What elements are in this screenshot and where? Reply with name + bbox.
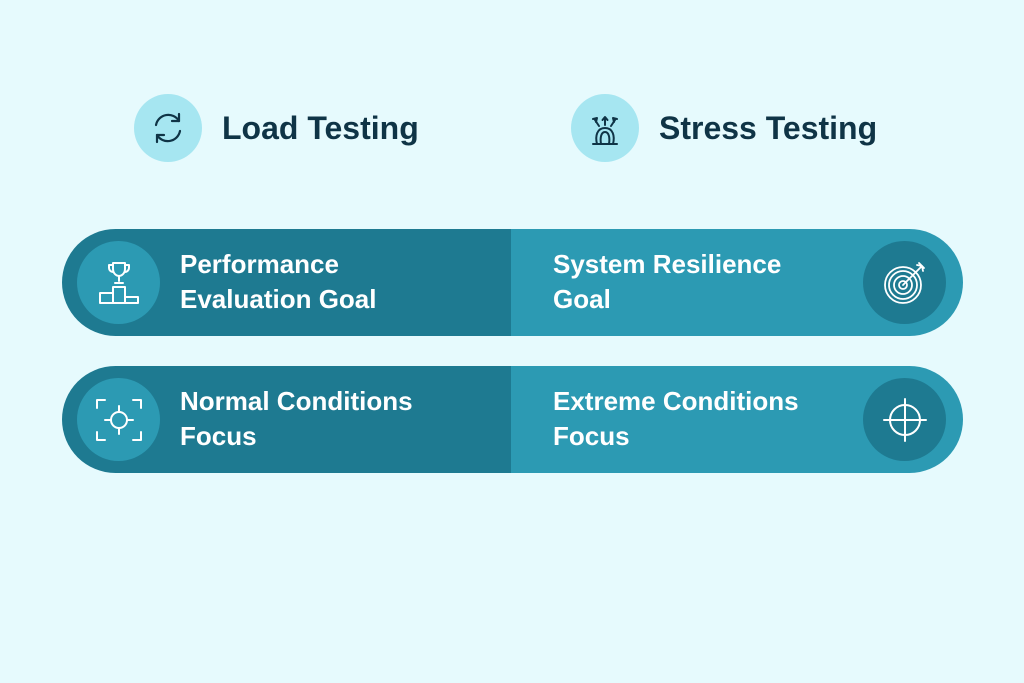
load-testing-title: Load Testing bbox=[222, 109, 419, 146]
stress-testing-header: Stress Testing bbox=[571, 94, 877, 162]
stress-goal-line1: System Resilience bbox=[553, 249, 782, 279]
stress-focus-panel: Extreme Conditions Focus bbox=[511, 366, 963, 473]
load-goal-line2: Evaluation Goal bbox=[180, 284, 377, 314]
load-focus-panel: Normal Conditions Focus bbox=[62, 366, 511, 473]
stress-goal-line2: Goal bbox=[553, 284, 611, 314]
load-testing-icon-circle bbox=[134, 94, 202, 162]
load-focus-line2: Focus bbox=[180, 421, 257, 451]
stress-testing-title: Stress Testing bbox=[659, 109, 878, 146]
comparison-row-focus: Normal Conditions Focus Extreme Conditio… bbox=[62, 366, 963, 473]
load-focus-text: Normal Conditions Focus bbox=[180, 384, 480, 454]
load-goal-panel: Performance Evaluation Goal bbox=[62, 229, 511, 336]
load-goal-text: Performance Evaluation Goal bbox=[180, 247, 480, 317]
load-testing-header: Load Testing bbox=[134, 94, 419, 162]
stress-goal-panel: System Resilience Goal bbox=[511, 229, 963, 336]
comparison-row-goal: Performance Evaluation Goal System Resil… bbox=[62, 229, 963, 336]
target-arrow-icon bbox=[883, 261, 925, 304]
stress-focus-line1: Extreme Conditions bbox=[553, 386, 799, 416]
focus-frame-icon bbox=[95, 398, 142, 441]
load-goal-icon-circle bbox=[77, 241, 160, 324]
crosshair-icon bbox=[882, 397, 927, 442]
pressure-stress-icon bbox=[592, 116, 618, 145]
load-focus-icon-circle bbox=[77, 378, 160, 461]
stress-focus-line2: Focus bbox=[553, 421, 630, 451]
stress-focus-text: Extreme Conditions Focus bbox=[553, 384, 853, 454]
stress-goal-icon-circle bbox=[863, 241, 946, 324]
load-goal-line1: Performance bbox=[180, 249, 339, 279]
load-focus-line1: Normal Conditions bbox=[180, 386, 413, 416]
stress-testing-icon-circle bbox=[571, 94, 639, 162]
stress-focus-icon-circle bbox=[863, 378, 946, 461]
stress-goal-text: System Resilience Goal bbox=[553, 247, 853, 317]
refresh-cycle-icon bbox=[154, 112, 182, 144]
trophy-podium-icon bbox=[98, 261, 139, 304]
